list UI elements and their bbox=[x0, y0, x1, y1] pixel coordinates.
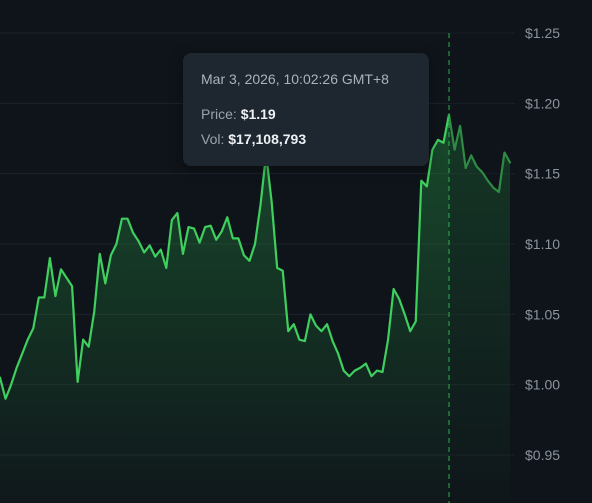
tooltip-volume-row: Vol: $17,108,793 bbox=[201, 131, 429, 147]
tooltip-volume-label: Vol: bbox=[201, 131, 225, 147]
y-tick-label-5: $1.00 bbox=[525, 377, 560, 393]
after-hover-shade bbox=[449, 0, 512, 503]
price-line bbox=[0, 113, 451, 400]
hover-tooltip: Mar 3, 2026, 10:02:26 GMT+8 Price: $1.19… bbox=[183, 53, 429, 166]
price-line-after-hover bbox=[447, 113, 512, 194]
y-tick-label-0: $1.25 bbox=[525, 25, 560, 41]
y-tick-label-1: $1.20 bbox=[525, 95, 560, 111]
y-tick-label-6: $0.95 bbox=[525, 447, 560, 463]
tooltip-price-row: Price: $1.19 bbox=[201, 106, 429, 122]
area-layer bbox=[0, 0, 512, 503]
y-tick-label-4: $1.05 bbox=[525, 306, 560, 322]
price-area bbox=[0, 114, 510, 503]
y-tick-label-2: $1.15 bbox=[525, 166, 560, 182]
tooltip-price-value: $1.19 bbox=[240, 106, 276, 122]
y-axis: $1.25 $1.20 $1.15 $1.10 $1.05 $1.00 $0.95 bbox=[525, 25, 560, 463]
line-layer bbox=[0, 113, 512, 400]
tooltip-timestamp: Mar 3, 2026, 10:02:26 GMT+8 bbox=[201, 71, 389, 87]
y-tick-label-3: $1.10 bbox=[525, 236, 560, 252]
tooltip-price-label: Price: bbox=[201, 106, 237, 122]
tooltip-volume-value: $17,108,793 bbox=[228, 131, 307, 147]
